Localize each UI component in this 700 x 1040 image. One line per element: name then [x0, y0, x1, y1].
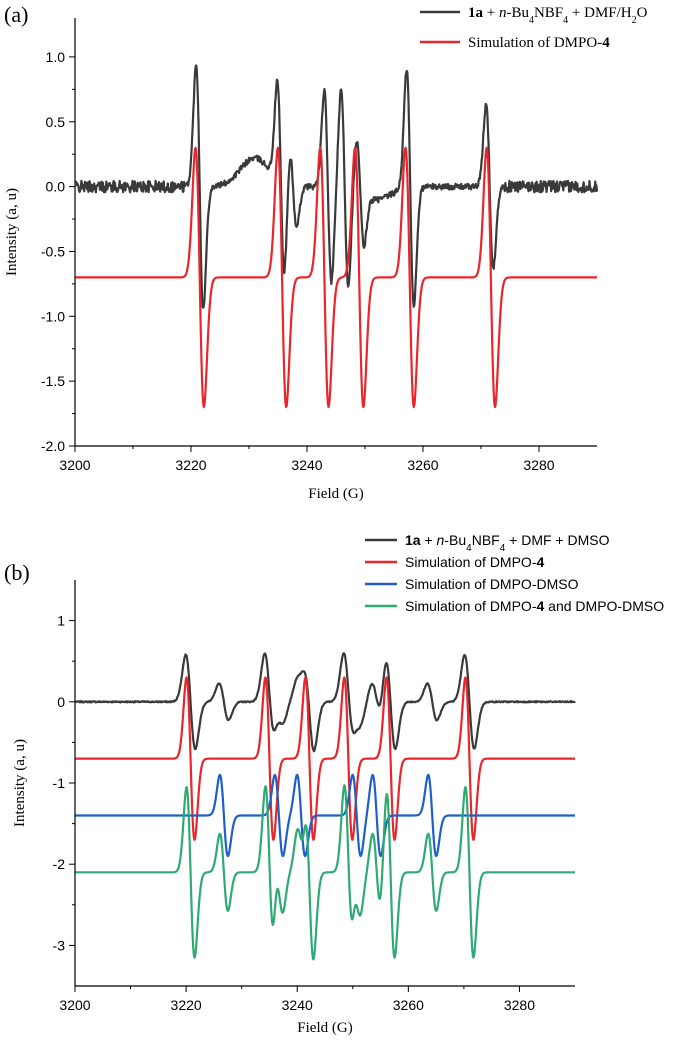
x-axis-title: Field (G) [308, 486, 363, 502]
y-tick-label: -2.0 [41, 438, 65, 454]
y-tick-label: -1 [53, 775, 66, 791]
y-tick-label: -0.5 [41, 243, 65, 259]
trace-series-0 [74, 652, 576, 753]
x-axis-title: Field (G) [297, 1020, 352, 1036]
x-tick-label: 3220 [171, 997, 202, 1013]
legend-label: Simulation of DMPO-4 and DMPO-DMSO [405, 598, 664, 614]
panel-label: (a) [4, 2, 28, 27]
x-tick-label: 3260 [393, 997, 424, 1013]
y-tick-label: -2 [53, 856, 66, 872]
trace-series-1 [75, 146, 598, 409]
panel-b: (b) 3200 3220 3240 3260 3280 1 0 -1 -2 -3 Field (G)… [4, 532, 664, 1036]
trace-series-1 [75, 676, 576, 841]
panel-label: (b) [4, 560, 30, 585]
x-tick-label: 3240 [282, 997, 313, 1013]
trace-series-3 [75, 784, 576, 961]
x-tick-label: 3260 [407, 457, 438, 473]
y-tick-label: -1.0 [41, 308, 65, 324]
legend-label: 1a + n-Bu4NBF4 + DMF/H2O [468, 5, 648, 26]
y-tick-label: 1.0 [46, 49, 66, 65]
y-tick-label: 0 [57, 694, 65, 710]
x-tick-label: 3280 [523, 457, 554, 473]
x-tick-label: 3220 [175, 457, 206, 473]
panel-a: (a) 3200 3220 3240 3260 3280 1.0 0.5 0.0 -0.5 -1.0… [4, 2, 648, 502]
x-tick-label: 3200 [59, 997, 90, 1013]
trace-series-0 [74, 64, 599, 309]
y-tick-label: -3 [53, 937, 66, 953]
y-axis-title: Intensity (a, u) [12, 739, 28, 827]
x-tick-label: 3200 [59, 457, 90, 473]
y-tick-label: 0.0 [46, 179, 66, 195]
y-axis-title: Intensity (a, u) [4, 188, 20, 276]
y-tick-label: 1 [57, 613, 65, 629]
legend-label: Simulation of DMPO-4 [405, 554, 544, 570]
legend-label: 1a + n-Bu4NBF4 + DMF + DMSO [405, 532, 610, 554]
legend-label: Simulation of DMPO-4 [468, 35, 610, 51]
y-tick-label: 0.5 [46, 114, 66, 130]
x-tick-label: 3240 [291, 457, 322, 473]
x-tick-label: 3280 [504, 997, 535, 1013]
legend-label: Simulation of DMPO-DMSO [405, 576, 579, 592]
y-tick-label: -1.5 [41, 373, 65, 389]
trace-series-2 [75, 773, 576, 858]
